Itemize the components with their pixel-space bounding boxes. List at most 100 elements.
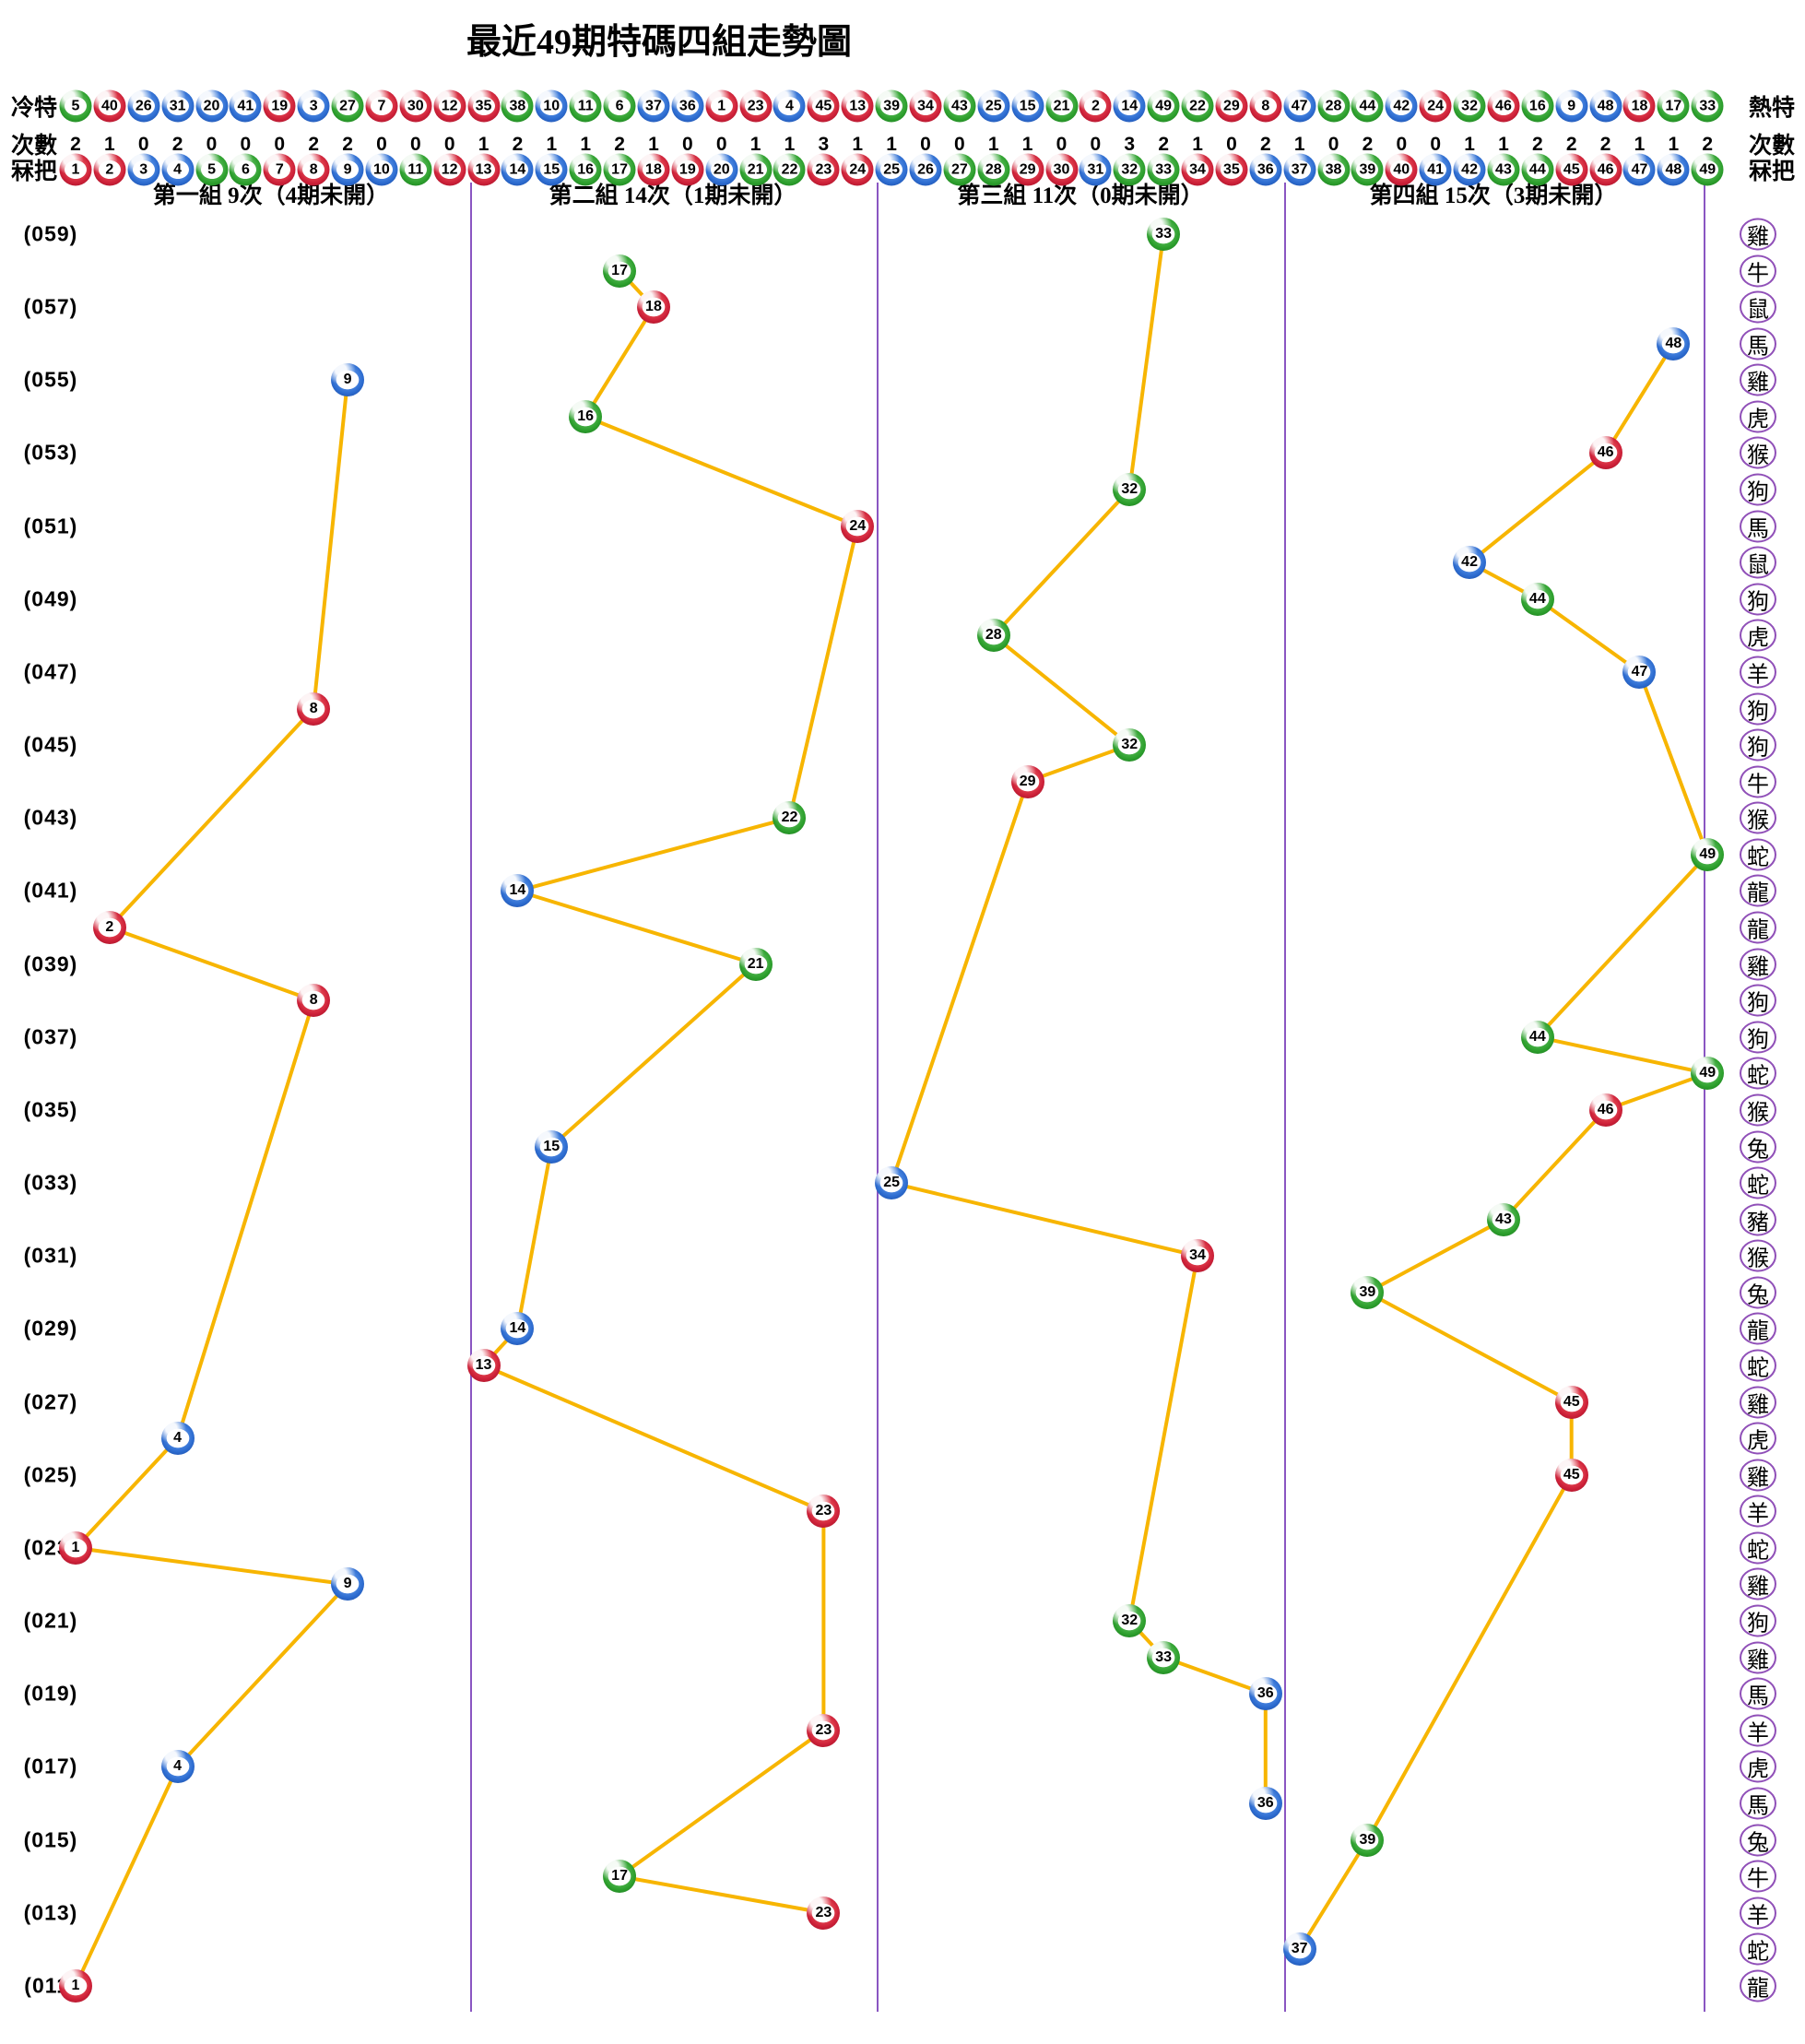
period-label: (017) [23, 1754, 78, 1778]
header-cold-ball: 48 [1589, 89, 1622, 123]
chart-ball: 42 [1453, 546, 1487, 580]
ball-number: 45 [1563, 1393, 1580, 1410]
ball-number: 32 [1121, 737, 1138, 753]
chart-ball: 32 [1113, 473, 1147, 507]
ball-number: 34 [1189, 161, 1206, 177]
ball-number: 1 [71, 1977, 80, 1993]
group-title: 第二組 14次（1期未開） [549, 183, 797, 208]
header-cold-ball: 26 [127, 89, 160, 123]
chart-ball: 13 [466, 1348, 501, 1382]
chart-ball: 49 [1691, 837, 1725, 871]
zodiac-badge: 虎 [1740, 400, 1776, 433]
ball-number: 42 [1461, 554, 1478, 571]
header-cold-ball: 5 [59, 89, 92, 123]
count-value: 0 [1056, 134, 1068, 155]
header-cold-ball: 28 [1317, 89, 1351, 123]
header-number-ball: 36 [1249, 153, 1282, 186]
header-cold-ball: 29 [1215, 89, 1248, 123]
count-value: 2 [1565, 134, 1577, 155]
header-cold-ball: 6 [603, 89, 636, 123]
ball-number: 9 [343, 1576, 352, 1592]
ball-number: 45 [1563, 161, 1580, 177]
ball-number: 9 [1567, 98, 1576, 113]
count-value: 0 [376, 134, 387, 155]
ball-number: 31 [169, 98, 186, 113]
header-cold-ball: 20 [195, 89, 229, 123]
period-label: (051) [23, 514, 78, 538]
ball-number: 33 [1699, 98, 1717, 113]
period-label: (033) [23, 1170, 78, 1195]
ball-number: 44 [1528, 161, 1546, 177]
ball-number: 21 [747, 161, 764, 177]
zodiac-badge: 雞 [1740, 218, 1776, 251]
zodiac-badge: 鼠 [1740, 290, 1776, 324]
chart-ball: 49 [1691, 1057, 1725, 1091]
ball-number: 46 [1597, 444, 1614, 461]
zodiac-badge: 狗 [1740, 692, 1776, 726]
header-cold-ball: 17 [1657, 89, 1690, 123]
ball-number: 40 [1393, 161, 1410, 177]
chart-ball: 4 [160, 1750, 195, 1784]
zodiac-badge: 狗 [1740, 984, 1776, 1017]
period-label: (049) [23, 586, 78, 611]
ball-number: 39 [1359, 1831, 1376, 1848]
header-number-ball: 2 [93, 153, 126, 186]
header-cold-ball: 37 [637, 89, 670, 123]
ball-number: 38 [509, 98, 526, 113]
chart-ball: 9 [331, 1567, 365, 1601]
ball-number: 2 [1091, 98, 1100, 113]
header-cold-ball: 19 [263, 89, 296, 123]
ball-number: 37 [1291, 161, 1308, 177]
header-number-ball: 18 [637, 153, 670, 186]
header-number-ball: 9 [331, 153, 364, 186]
ball-number: 30 [407, 98, 424, 113]
header-cold-ball: 36 [671, 89, 704, 123]
chart-ball: 23 [807, 1495, 841, 1529]
ball-number: 8 [309, 700, 318, 716]
period-label: (043) [23, 805, 78, 830]
header-cold-ball: 27 [331, 89, 364, 123]
ball-number: 36 [1256, 1794, 1274, 1811]
header-cold-ball: 10 [535, 89, 568, 123]
header-number-ball: 46 [1589, 153, 1622, 186]
zodiac-badge: 狗 [1740, 728, 1776, 762]
header-cold-ball: 11 [569, 89, 602, 123]
count-value: 2 [512, 134, 524, 155]
count-value: 0 [1226, 134, 1237, 155]
count-value: 1 [987, 134, 999, 155]
ball-number: 27 [950, 161, 968, 177]
ball-number: 42 [1393, 98, 1410, 113]
chart-ball: 44 [1520, 1020, 1554, 1054]
count-value: 0 [240, 134, 252, 155]
ball-number: 13 [849, 98, 867, 113]
ball-number: 16 [577, 161, 595, 177]
header-cold-ball: 33 [1691, 89, 1724, 123]
ball-number: 45 [815, 98, 832, 113]
header-cold-ball: 21 [1045, 89, 1079, 123]
chart-ball: 1 [59, 1530, 92, 1565]
chart-ball: 28 [976, 619, 1010, 653]
ball-number: 39 [1359, 161, 1376, 177]
ball-number: 28 [985, 627, 1002, 644]
zodiac-badge: 狗 [1740, 473, 1776, 506]
header-cold-ball: 15 [1011, 89, 1044, 123]
header-number-ball: 37 [1283, 153, 1316, 186]
ball-number: 46 [1597, 161, 1614, 177]
ball-number: 39 [883, 98, 900, 113]
ball-number: 44 [1528, 1028, 1546, 1045]
divider-line [877, 183, 879, 2012]
zodiac-badge: 猴 [1740, 1093, 1776, 1127]
header-number-ball: 20 [705, 153, 738, 186]
count-value: 2 [1531, 134, 1543, 155]
ball-number: 49 [1699, 161, 1717, 177]
group-title: 第四組 15次（3期未開） [1369, 183, 1618, 208]
zodiac-badge: 猴 [1740, 436, 1776, 469]
header-number-ball: 21 [739, 153, 773, 186]
count-value: 0 [920, 134, 931, 155]
header-number-ball: 28 [977, 153, 1010, 186]
header-number-ball: 41 [1419, 153, 1452, 186]
ball-number: 16 [1528, 98, 1546, 113]
header-number-ball: 17 [603, 153, 636, 186]
period-label: (027) [23, 1389, 78, 1414]
ball-number: 45 [1563, 1466, 1580, 1483]
